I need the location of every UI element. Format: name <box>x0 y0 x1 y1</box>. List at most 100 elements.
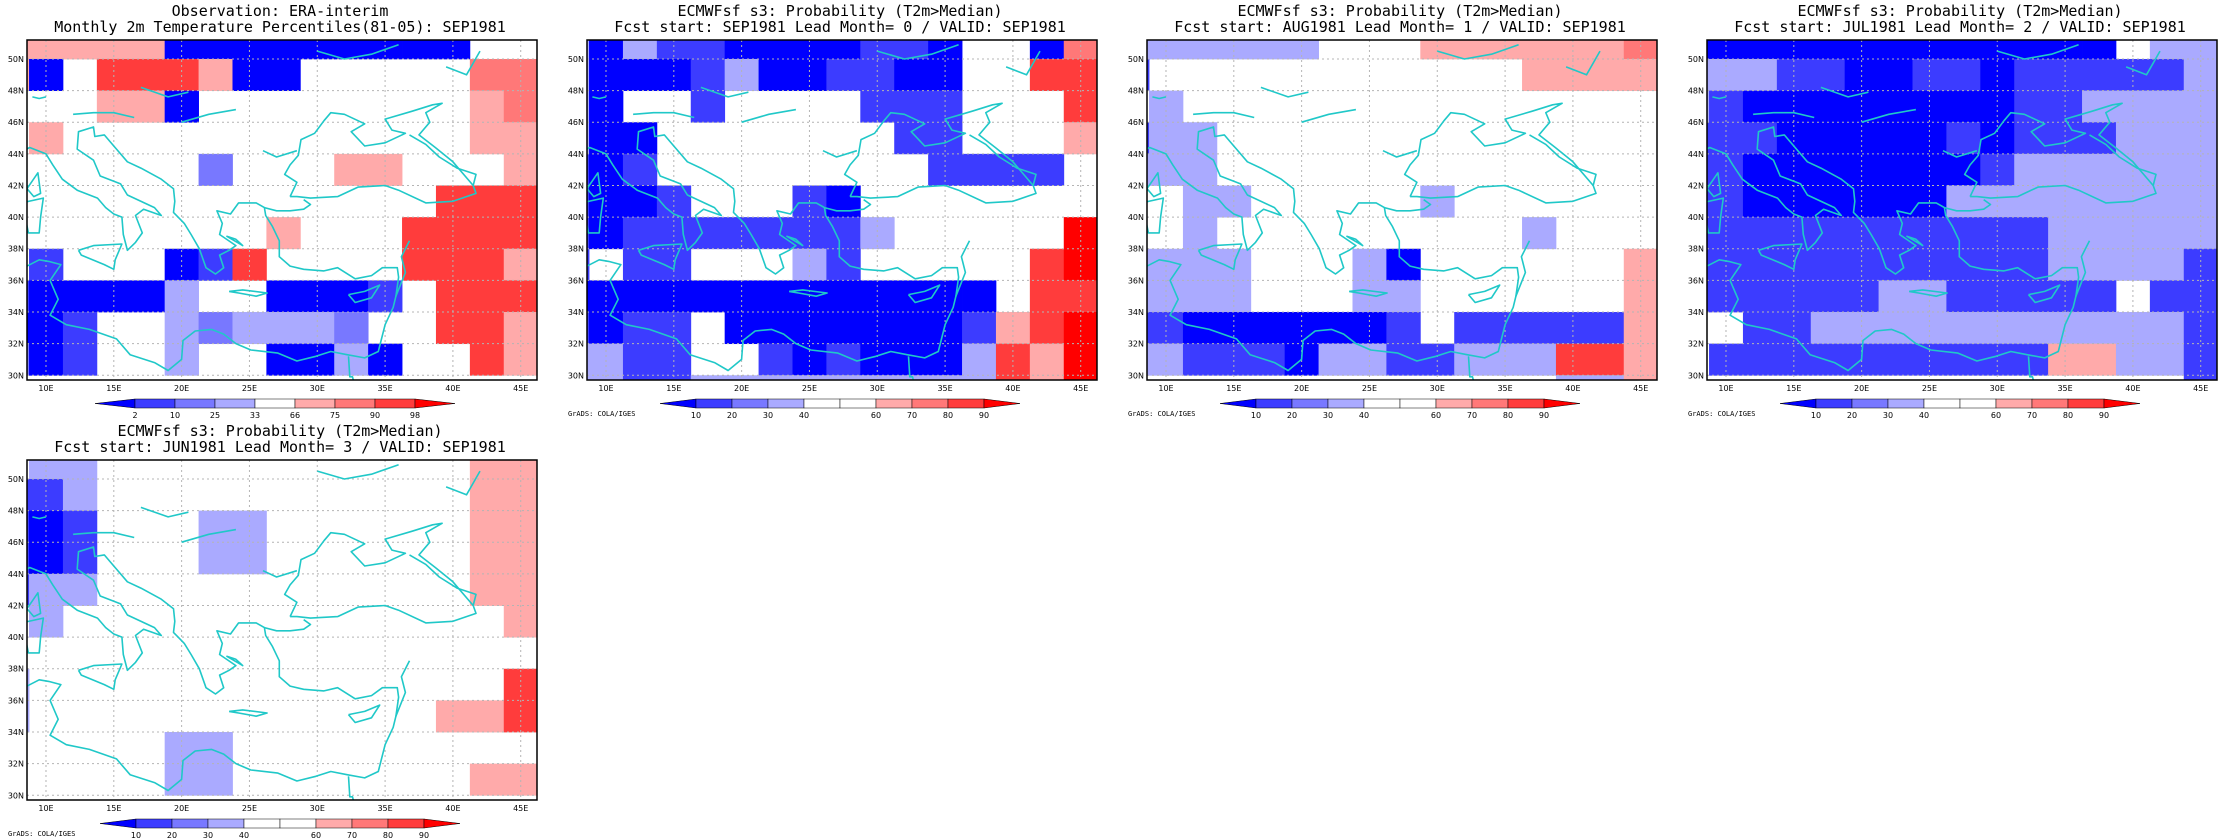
coastline <box>1905 235 1924 247</box>
map-svg-lead3: ECMWFsf s3: Probability (T2m>Median)Fcst… <box>8 422 538 840</box>
coastline <box>907 356 915 380</box>
grid-cell <box>300 40 335 60</box>
color-bar-label: 30 <box>1883 411 1893 420</box>
grid-cell <box>27 312 30 345</box>
grid-cell <box>1147 153 1150 186</box>
grid-cell <box>2014 40 2049 60</box>
grid-cell <box>2014 122 2049 155</box>
grads-credit: GrADS: COLA/IGES <box>8 830 75 838</box>
map-panel-lead1: ECMWFsf s3: Probability (T2m>Median) Fcst… <box>1120 0 1680 420</box>
grid-cell <box>1029 153 1065 186</box>
grid-cell <box>2218 344 2240 376</box>
grid-cell <box>334 280 369 313</box>
grid-cell <box>164 732 199 765</box>
grid-cell <box>928 122 963 155</box>
coastline <box>1944 199 1992 212</box>
coastline <box>445 470 481 496</box>
coastline <box>1963 102 2157 204</box>
color-bar-segment <box>351 818 389 829</box>
color-bar-label: 90 <box>1539 411 1549 420</box>
lon-tick-label: 25E <box>242 804 257 813</box>
grid-cell <box>29 40 64 60</box>
lon-tick-label: 35E <box>2057 384 2072 393</box>
color-bar-segment <box>1543 398 1581 409</box>
lat-tick-label: 32N <box>1688 340 1704 349</box>
lon-tick-label: 35E <box>1497 384 1512 393</box>
grid-cell <box>1147 58 1150 92</box>
lat-tick-label: 48N <box>8 507 24 516</box>
coastline <box>27 592 42 618</box>
color-bar-label: 30 <box>203 831 213 840</box>
color-bar-segment <box>279 818 317 829</box>
lat-tick-label: 30N <box>8 371 24 380</box>
grid-cell <box>469 217 505 250</box>
coastline <box>1467 284 1501 304</box>
grid-cell <box>1147 280 1150 313</box>
grid-cell <box>1844 217 1879 250</box>
grid-cell <box>62 343 98 376</box>
lat-tick-label: 36N <box>1688 276 1704 285</box>
lat-tick-label: 40N <box>1688 213 1704 222</box>
color-bar-segment <box>1887 398 1925 409</box>
grid-cell <box>1810 248 1846 281</box>
grid-cell <box>587 312 590 345</box>
lat-tick-label: 42N <box>1128 181 1144 190</box>
grid-cell <box>1946 185 1981 218</box>
coastline <box>741 108 797 123</box>
grid-cell <box>1029 248 1065 281</box>
color-bar-segment <box>99 818 137 829</box>
grid-cell <box>2149 122 2185 155</box>
lat-tick-label: 50N <box>568 55 584 64</box>
grid-cell <box>1980 122 2015 155</box>
coastline <box>2027 356 2035 380</box>
grid-cell <box>1946 90 1981 123</box>
lon-tick-label: 30E <box>310 384 325 393</box>
grid-cell <box>826 312 861 345</box>
color-bar-label: 20 <box>1287 411 1297 420</box>
color-bar-segment <box>1327 398 1365 409</box>
color-bar-segment <box>803 398 841 409</box>
coastline <box>445 50 481 76</box>
coastline <box>317 43 399 60</box>
color-bar-segment <box>947 398 985 409</box>
grid-cell <box>1454 312 1489 345</box>
lat-tick-label: 38N <box>8 665 24 674</box>
coastline <box>27 546 400 792</box>
grid-cell <box>758 280 793 313</box>
grid-cell <box>1250 40 1286 60</box>
lon-tick-label: 40E <box>445 804 460 813</box>
grid-cell <box>469 573 505 606</box>
coastline <box>1661 122 1675 177</box>
lon-tick-label: 45E <box>1633 384 1648 393</box>
coastline <box>1707 172 1722 198</box>
map-frame <box>26 39 538 381</box>
grid-cell <box>1589 58 1625 92</box>
grid-cell <box>1742 185 1778 218</box>
color-bar-segment <box>983 398 1021 409</box>
grid-cell <box>1555 40 1591 60</box>
grid-cell <box>1742 58 1778 92</box>
coastline <box>27 197 45 234</box>
grid-cell <box>894 58 929 92</box>
lon-tick-label: 40E <box>2125 384 2140 393</box>
grid-cell <box>1946 122 1981 155</box>
lon-tick-label: 20E <box>1294 384 1309 393</box>
coastline <box>1384 199 1432 212</box>
coastline <box>1147 172 1162 198</box>
grid-cell <box>589 312 624 345</box>
color-bar-label: 30 <box>763 411 773 420</box>
grid-cell <box>826 58 861 92</box>
lat-tick-label: 36N <box>8 696 24 705</box>
grid-cell <box>1658 59 1680 91</box>
lon-tick-label: 20E <box>734 384 749 393</box>
grid-cell <box>622 40 658 60</box>
grid-cell <box>2218 59 2240 91</box>
lon-tick-label: 10E <box>1158 384 1173 393</box>
lat-tick-label: 34N <box>1688 308 1704 317</box>
lon-tick-label: 35E <box>937 384 952 393</box>
color-bar-segment <box>2067 398 2105 409</box>
grads-credit: GrADS: COLA/IGES <box>568 410 635 418</box>
color-bar-segment <box>374 398 416 409</box>
map-frame <box>1706 39 2218 381</box>
grid-cell <box>538 185 560 217</box>
